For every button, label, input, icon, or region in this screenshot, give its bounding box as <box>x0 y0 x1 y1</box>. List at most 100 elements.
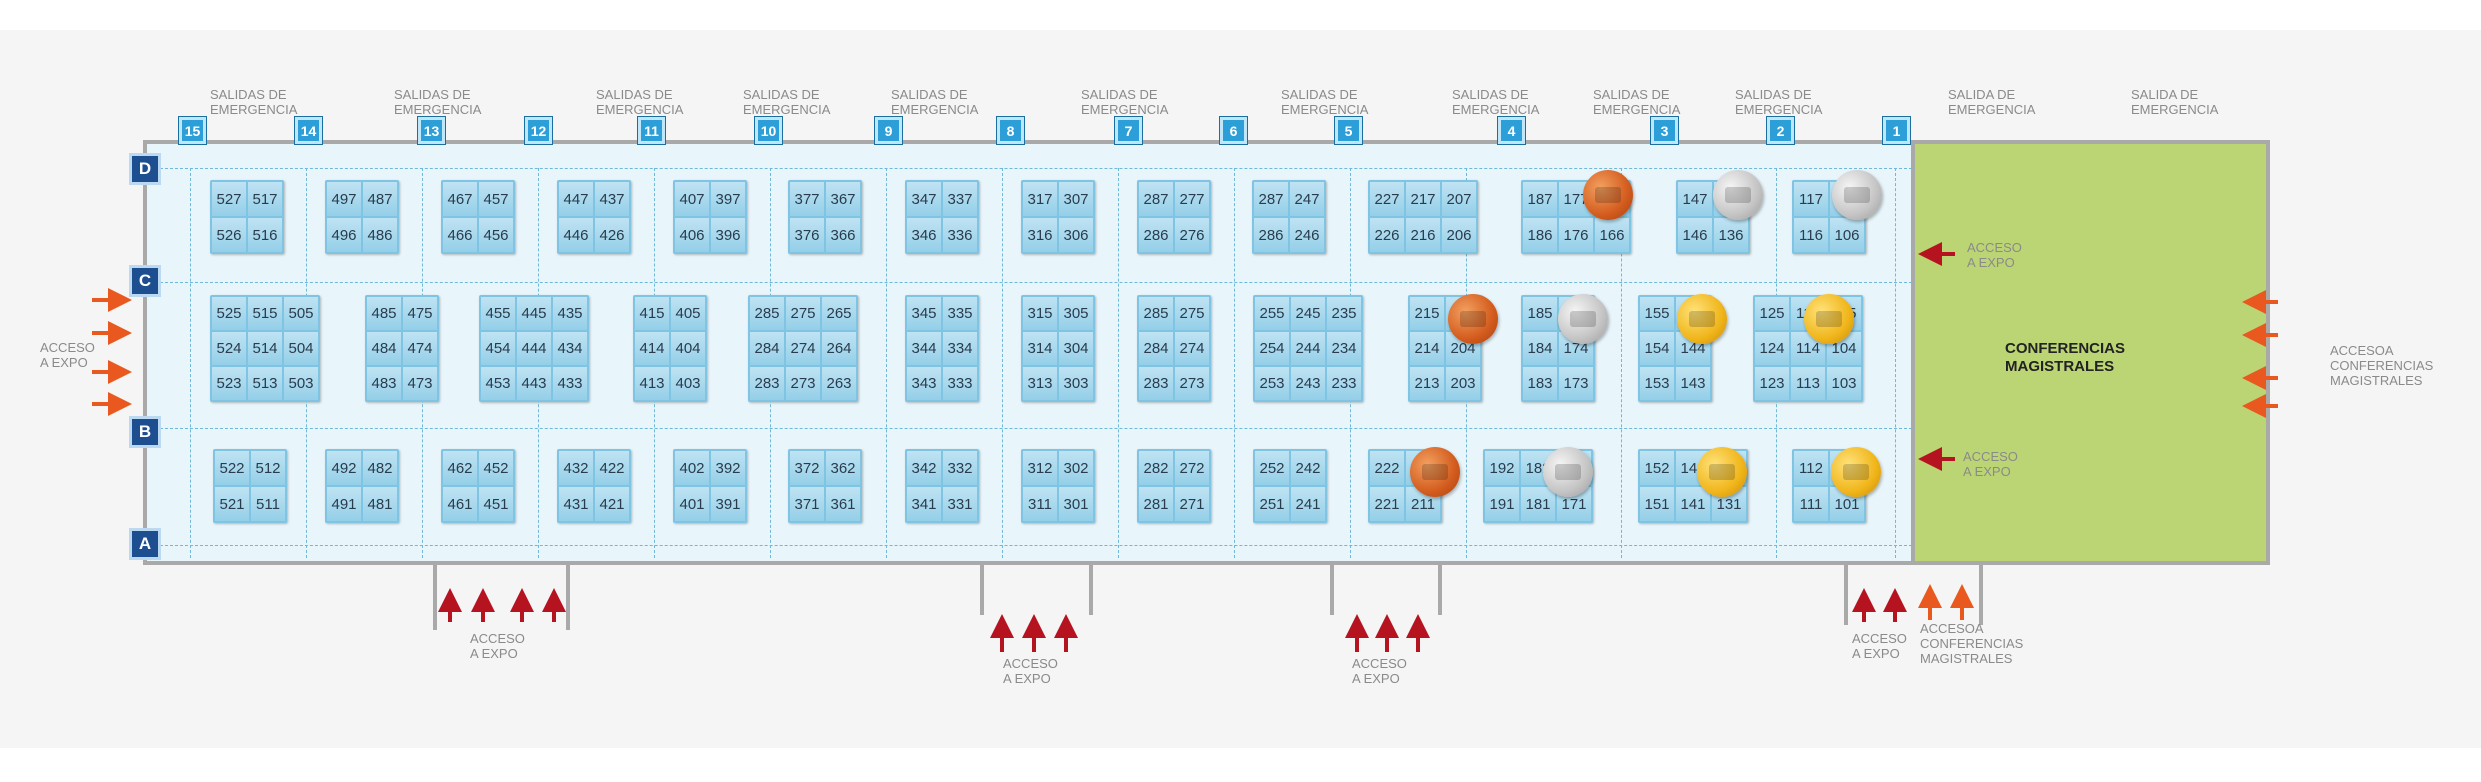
booth[interactable]: 516 <box>248 218 282 252</box>
booth[interactable]: 462 <box>443 451 477 485</box>
booth[interactable]: 512 <box>251 451 285 485</box>
booth[interactable]: 527 <box>212 182 246 216</box>
booth[interactable]: 461 <box>443 487 477 521</box>
booth[interactable]: 492 <box>327 451 361 485</box>
booth[interactable]: 337 <box>943 182 977 216</box>
booth[interactable]: 242 <box>1291 451 1325 485</box>
booth[interactable]: 235 <box>1327 297 1361 330</box>
booth[interactable]: 526 <box>212 218 246 252</box>
booth[interactable]: 521 <box>215 487 249 521</box>
booth[interactable]: 111 <box>1794 487 1828 521</box>
booth[interactable]: 403 <box>671 367 705 400</box>
booth[interactable]: 473 <box>403 367 437 400</box>
booth[interactable]: 147 <box>1678 182 1712 216</box>
booth[interactable]: 311 <box>1023 487 1057 521</box>
booth[interactable]: 366 <box>826 218 860 252</box>
booth[interactable]: 233 <box>1327 367 1361 400</box>
booth[interactable]: 274 <box>786 332 820 365</box>
booth[interactable]: 503 <box>284 367 318 400</box>
booth[interactable]: 116 <box>1794 218 1828 252</box>
booth[interactable]: 106 <box>1830 218 1864 252</box>
booth[interactable]: 253 <box>1255 367 1289 400</box>
booth[interactable]: 192 <box>1485 451 1519 485</box>
booth[interactable]: 151 <box>1640 487 1674 521</box>
booth[interactable]: 362 <box>826 451 860 485</box>
booth[interactable]: 452 <box>479 451 513 485</box>
booth[interactable]: 241 <box>1291 487 1325 521</box>
booth[interactable]: 226 <box>1370 218 1404 252</box>
booth[interactable]: 504 <box>284 332 318 365</box>
booth[interactable]: 302 <box>1059 451 1093 485</box>
booth[interactable]: 103 <box>1827 367 1861 400</box>
booth[interactable]: 391 <box>711 487 745 521</box>
booth[interactable]: 247 <box>1290 182 1324 216</box>
booth[interactable]: 392 <box>711 451 745 485</box>
booth[interactable]: 264 <box>822 332 856 365</box>
booth[interactable]: 415 <box>635 297 669 330</box>
booth[interactable]: 402 <box>675 451 709 485</box>
booth[interactable]: 123 <box>1755 367 1789 400</box>
booth[interactable]: 407 <box>675 182 709 216</box>
booth[interactable]: 457 <box>479 182 513 216</box>
booth[interactable]: 451 <box>479 487 513 521</box>
booth[interactable]: 306 <box>1059 218 1093 252</box>
booth[interactable]: 305 <box>1059 297 1093 330</box>
booth[interactable]: 227 <box>1370 182 1404 216</box>
booth[interactable]: 287 <box>1254 182 1288 216</box>
booth[interactable]: 181 <box>1521 487 1555 521</box>
booth[interactable]: 445 <box>517 297 551 330</box>
booth[interactable]: 481 <box>363 487 397 521</box>
booth[interactable]: 485 <box>367 297 401 330</box>
booth[interactable]: 433 <box>553 367 587 400</box>
booth[interactable]: 315 <box>1023 297 1057 330</box>
booth[interactable]: 244 <box>1291 332 1325 365</box>
booth[interactable]: 376 <box>790 218 824 252</box>
booth[interactable]: 513 <box>248 367 282 400</box>
booth[interactable]: 522 <box>215 451 249 485</box>
booth[interactable]: 346 <box>907 218 941 252</box>
booth[interactable]: 317 <box>1023 182 1057 216</box>
booth[interactable]: 475 <box>403 297 437 330</box>
booth[interactable]: 487 <box>363 182 397 216</box>
booth[interactable]: 176 <box>1559 218 1593 252</box>
booth[interactable]: 273 <box>786 367 820 400</box>
booth[interactable]: 173 <box>1559 367 1593 400</box>
booth[interactable]: 396 <box>711 218 745 252</box>
booth[interactable]: 505 <box>284 297 318 330</box>
booth[interactable]: 444 <box>517 332 551 365</box>
booth[interactable]: 404 <box>671 332 705 365</box>
booth[interactable]: 125 <box>1755 297 1789 330</box>
booth[interactable]: 483 <box>367 367 401 400</box>
booth[interactable]: 455 <box>481 297 515 330</box>
booth[interactable]: 456 <box>479 218 513 252</box>
booth[interactable]: 432 <box>559 451 593 485</box>
booth[interactable]: 184 <box>1523 332 1557 365</box>
booth[interactable]: 191 <box>1485 487 1519 521</box>
booth[interactable]: 187 <box>1523 182 1557 216</box>
booth[interactable]: 484 <box>367 332 401 365</box>
booth[interactable]: 153 <box>1640 367 1674 400</box>
booth[interactable]: 146 <box>1678 218 1712 252</box>
booth[interactable]: 422 <box>595 451 629 485</box>
booth[interactable]: 313 <box>1023 367 1057 400</box>
booth[interactable]: 361 <box>826 487 860 521</box>
booth[interactable]: 342 <box>907 451 941 485</box>
booth[interactable]: 283 <box>750 367 784 400</box>
booth[interactable]: 413 <box>635 367 669 400</box>
booth[interactable]: 303 <box>1059 367 1093 400</box>
booth[interactable]: 431 <box>559 487 593 521</box>
booth[interactable]: 252 <box>1255 451 1289 485</box>
booth[interactable]: 304 <box>1059 332 1093 365</box>
booth[interactable]: 372 <box>790 451 824 485</box>
booth[interactable]: 245 <box>1291 297 1325 330</box>
booth[interactable]: 185 <box>1523 297 1557 330</box>
booth[interactable]: 206 <box>1442 218 1476 252</box>
booth[interactable]: 514 <box>248 332 282 365</box>
booth[interactable]: 263 <box>822 367 856 400</box>
booth[interactable]: 336 <box>943 218 977 252</box>
booth[interactable]: 453 <box>481 367 515 400</box>
booth[interactable]: 406 <box>675 218 709 252</box>
booth[interactable]: 525 <box>212 297 246 330</box>
booth[interactable]: 215 <box>1410 297 1444 330</box>
booth[interactable]: 272 <box>1175 451 1209 485</box>
